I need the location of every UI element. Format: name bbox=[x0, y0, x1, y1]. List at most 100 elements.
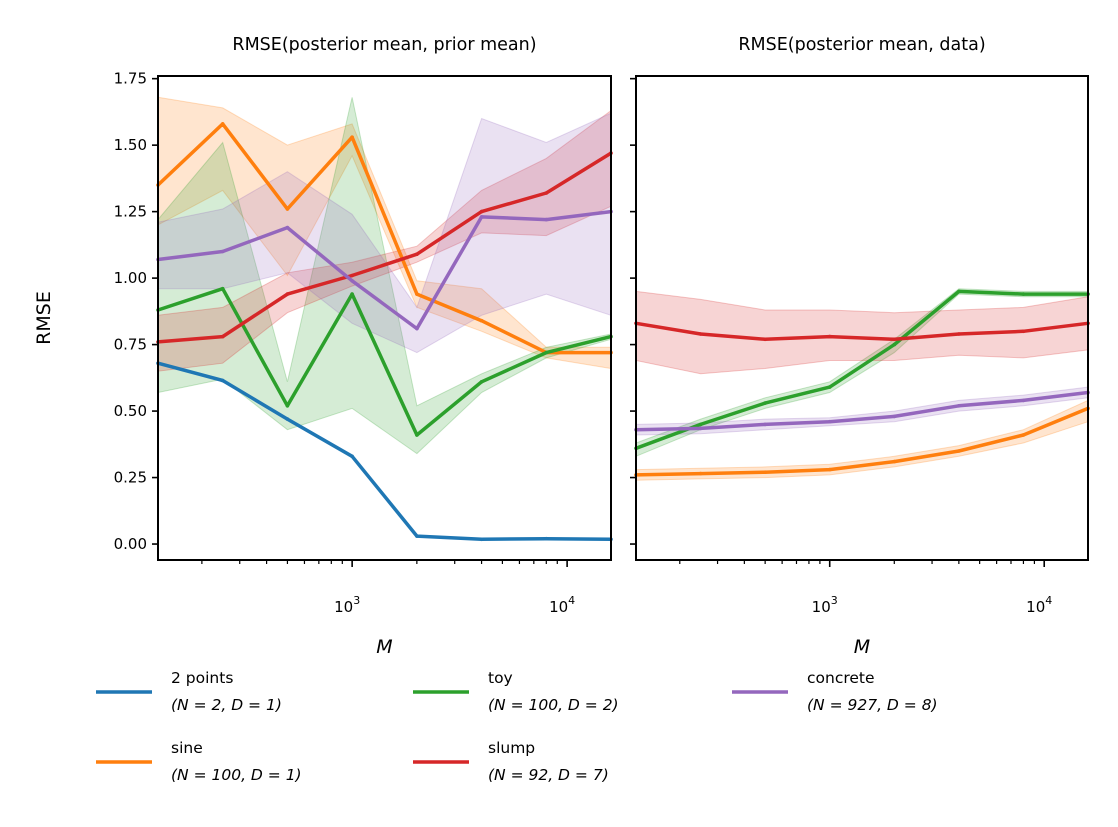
series-line-slump bbox=[635, 321, 1089, 342]
data-point bbox=[285, 404, 290, 408]
data-point bbox=[479, 209, 484, 214]
legend-label: slump bbox=[488, 739, 535, 757]
data-point bbox=[220, 249, 225, 254]
data-point bbox=[220, 122, 225, 126]
data-point bbox=[415, 326, 419, 331]
series-line-toy bbox=[157, 286, 612, 437]
legend-params: (N = 2, D = 1) bbox=[171, 696, 282, 714]
data-point bbox=[285, 417, 290, 421]
chart-title: RMSE(posterior mean, data) bbox=[738, 35, 985, 55]
legend-item: slump (N = 92, D = 7) bbox=[413, 739, 609, 784]
x-tick-exponent: 3 bbox=[831, 594, 838, 607]
band-sine bbox=[635, 399, 1089, 481]
x-tick-label: 103 bbox=[812, 594, 838, 616]
legend-params: (N = 927, D = 8) bbox=[807, 696, 938, 714]
data-point bbox=[350, 135, 354, 139]
data-point bbox=[1021, 292, 1026, 296]
data-point bbox=[698, 332, 703, 336]
data-point bbox=[285, 292, 290, 296]
data-point bbox=[479, 380, 484, 384]
data-point bbox=[220, 378, 225, 383]
data-point bbox=[415, 292, 419, 296]
x-tick-base: 10 bbox=[549, 598, 568, 616]
data-point bbox=[220, 286, 225, 291]
data-point bbox=[827, 385, 832, 389]
data-point bbox=[479, 537, 484, 542]
x-tick-exponent: 4 bbox=[1045, 594, 1052, 607]
data-point bbox=[350, 279, 354, 283]
y-tick-label: 0.00 bbox=[114, 535, 147, 553]
legend-label: sine bbox=[171, 739, 203, 757]
data-point bbox=[698, 422, 703, 427]
data-point bbox=[1021, 398, 1026, 403]
legend-label: 2 points bbox=[171, 669, 233, 687]
data-point bbox=[544, 217, 549, 222]
data-point bbox=[763, 401, 767, 405]
data-point bbox=[415, 433, 419, 437]
legend-item: 2 points (N = 2, D = 1) bbox=[96, 669, 282, 714]
data-point bbox=[763, 422, 767, 427]
y-tick-label: 1.25 bbox=[114, 203, 147, 221]
x-tick-base: 10 bbox=[1026, 598, 1045, 616]
x-tick-label: 104 bbox=[549, 594, 575, 616]
data-point bbox=[350, 292, 354, 296]
data-point bbox=[479, 215, 484, 219]
data-point bbox=[827, 419, 832, 424]
data-point bbox=[285, 207, 290, 211]
data-point bbox=[957, 404, 961, 408]
data-point bbox=[479, 318, 484, 323]
data-point bbox=[892, 459, 897, 464]
x-tick-label: 104 bbox=[1026, 594, 1052, 616]
y-tick-label: 0.25 bbox=[114, 469, 147, 487]
data-point bbox=[285, 225, 290, 230]
plot-area bbox=[156, 96, 613, 542]
data-point bbox=[544, 350, 549, 355]
axes-frame bbox=[635, 75, 1089, 561]
x-tick-label: 103 bbox=[334, 594, 360, 616]
data-point bbox=[415, 534, 419, 538]
y-axis-label: RMSE bbox=[33, 291, 55, 345]
legend-item: concrete (N = 927, D = 8) bbox=[732, 669, 938, 714]
y-tick-label: 0.50 bbox=[114, 402, 147, 420]
data-point bbox=[763, 470, 767, 475]
data-point bbox=[350, 454, 354, 459]
chart-title: RMSE(posterior mean, prior mean) bbox=[232, 35, 536, 55]
data-point bbox=[415, 252, 419, 256]
data-point bbox=[957, 332, 961, 336]
y-tick-label: 1.50 bbox=[114, 136, 147, 154]
data-point bbox=[763, 337, 767, 342]
data-point bbox=[827, 467, 832, 472]
data-point bbox=[892, 414, 897, 419]
legend-params: (N = 100, D = 1) bbox=[171, 766, 302, 784]
series-line-concrete bbox=[157, 209, 612, 331]
series-line-sine bbox=[635, 406, 1089, 477]
data-point bbox=[544, 191, 549, 195]
data-point bbox=[1021, 329, 1026, 334]
series-line-sine bbox=[156, 122, 611, 355]
data-point bbox=[892, 342, 897, 347]
axes-frame bbox=[157, 75, 612, 561]
y-tick-label: 1.75 bbox=[114, 70, 147, 88]
x-tick-exponent: 3 bbox=[353, 594, 360, 607]
x-tick-exponent: 4 bbox=[568, 594, 575, 607]
y-tick-label: 1.00 bbox=[114, 269, 147, 287]
data-point bbox=[892, 337, 897, 342]
x-tick-base: 10 bbox=[334, 598, 353, 616]
legend: 2 points (N = 2, D = 1) sine (N = 100, D = … bbox=[96, 669, 938, 784]
data-point bbox=[957, 289, 961, 294]
data-point bbox=[698, 471, 703, 476]
legend-label: toy bbox=[488, 669, 513, 687]
legend-item: sine (N = 100, D = 1) bbox=[96, 739, 302, 784]
data-point bbox=[220, 334, 225, 339]
x-axis-label: M bbox=[376, 636, 392, 658]
series-line-slump bbox=[157, 151, 612, 344]
y-tick-label: 0.75 bbox=[114, 336, 147, 354]
data-point bbox=[957, 449, 961, 453]
data-point bbox=[350, 273, 354, 278]
data-point bbox=[698, 426, 703, 431]
series-line-toy bbox=[635, 289, 1088, 450]
legend-params: (N = 92, D = 7) bbox=[488, 766, 609, 784]
